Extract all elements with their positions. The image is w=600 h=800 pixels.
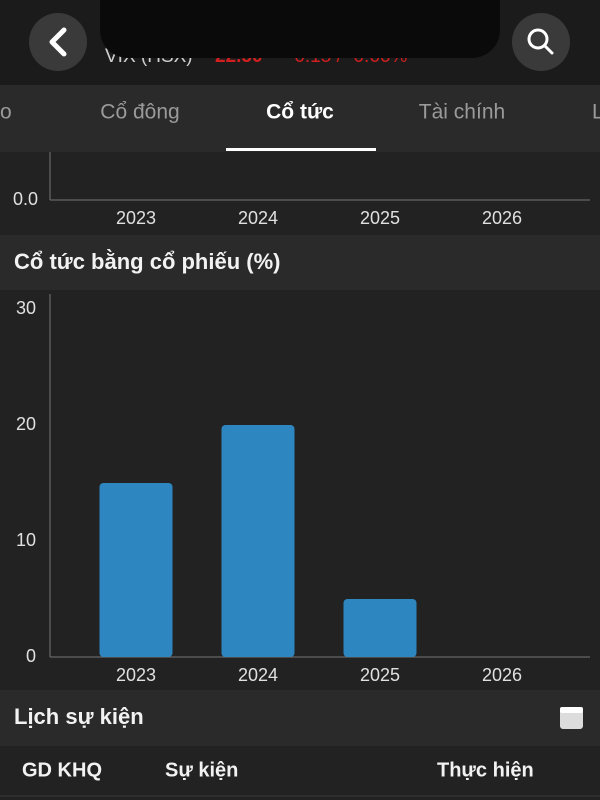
tab-underline [226,148,376,151]
events-title: Lịch sự kiện [14,704,144,729]
y-tick-label: 0 [26,646,36,666]
column-header: Thực hiện [437,759,534,781]
search-icon-handle [543,44,554,55]
search-button[interactable] [512,13,570,71]
y-tick-label: 20 [16,414,36,434]
x-tick-label: 2024 [238,665,278,685]
back-button[interactable] [29,13,87,71]
section-bar [0,235,600,290]
y-tick-label: 30 [16,298,36,318]
search-icon [527,28,549,50]
tab-bar [0,85,600,152]
y-tick-label: 0.0 [13,189,38,209]
bar [343,599,417,657]
x-tick-label: 2026 [482,208,522,228]
bar [221,425,295,657]
calendar-icon-top [560,707,583,713]
tab[interactable]: o [0,101,12,124]
x-tick-label: 2025 [360,208,400,228]
x-tick-label: 2023 [116,665,156,685]
back-icon [49,27,67,57]
tab[interactable]: L [592,101,600,124]
x-tick-label: 2025 [360,665,400,685]
events-bar [0,690,600,746]
tab-active[interactable]: Cổ tức [266,101,334,124]
column-header: Sự kiện [165,759,238,781]
y-tick-label: 10 [16,530,36,550]
x-tick-label: 2024 [238,208,278,228]
x-tick-label: 2023 [116,208,156,228]
tab[interactable]: Tài chính [419,101,505,124]
x-tick-label: 2026 [482,665,522,685]
chart-title: Cổ tức bằng cổ phiếu (%) [14,249,280,274]
notification-overlay [100,0,500,58]
tab[interactable]: Cổ đông [100,101,179,124]
column-header: GD KHQ [22,759,102,781]
bar [99,483,173,657]
